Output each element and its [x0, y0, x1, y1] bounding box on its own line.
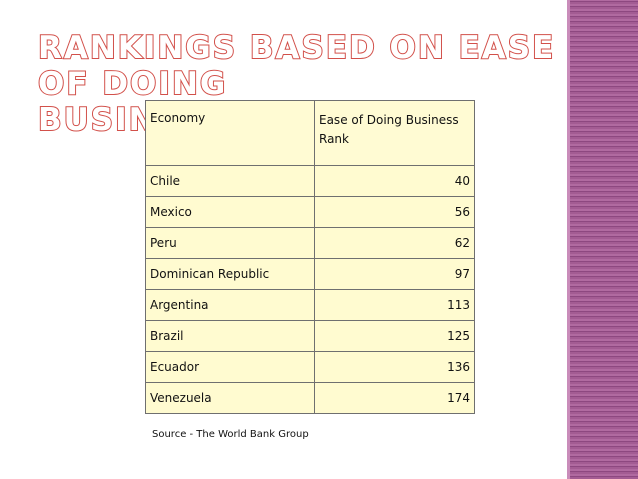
economy-cell: Peru	[145, 227, 315, 259]
decorative-side-stripe	[570, 0, 638, 479]
table-row: Brazil 125	[145, 320, 475, 352]
slide-title-line-1: RANKINGS BASED ON EASE OF DOING	[37, 29, 556, 103]
table-row: Chile 40	[145, 165, 475, 197]
rank-cell: 56	[314, 196, 475, 228]
table-row: Venezuela 174	[145, 382, 475, 414]
economy-cell: Argentina	[145, 289, 315, 321]
rank-cell: 113	[314, 289, 475, 321]
rank-cell: 174	[314, 382, 475, 414]
rank-cell: 40	[314, 165, 475, 197]
rankings-table: Economy Ease of Doing Business Rank Chil…	[145, 100, 475, 414]
header-economy: Economy	[145, 100, 315, 166]
rank-cell: 97	[314, 258, 475, 290]
table-row: Mexico 56	[145, 196, 475, 228]
economy-cell: Mexico	[145, 196, 315, 228]
rank-cell: 125	[314, 320, 475, 352]
table-row: Argentina 113	[145, 289, 475, 321]
source-caption: Source - The World Bank Group	[152, 429, 309, 440]
economy-cell: Venezuela	[145, 382, 315, 414]
header-rank: Ease of Doing Business Rank	[314, 100, 475, 166]
table-row: Ecuador 136	[145, 351, 475, 383]
rank-cell: 62	[314, 227, 475, 259]
economy-cell: Ecuador	[145, 351, 315, 383]
economy-cell: Dominican Republic	[145, 258, 315, 290]
decorative-stripe-edge	[567, 0, 570, 479]
table-header-row: Economy Ease of Doing Business Rank	[145, 100, 475, 166]
economy-cell: Brazil	[145, 320, 315, 352]
table-row: Peru 62	[145, 227, 475, 259]
rank-cell: 136	[314, 351, 475, 383]
economy-cell: Chile	[145, 165, 315, 197]
table-row: Dominican Republic 97	[145, 258, 475, 290]
